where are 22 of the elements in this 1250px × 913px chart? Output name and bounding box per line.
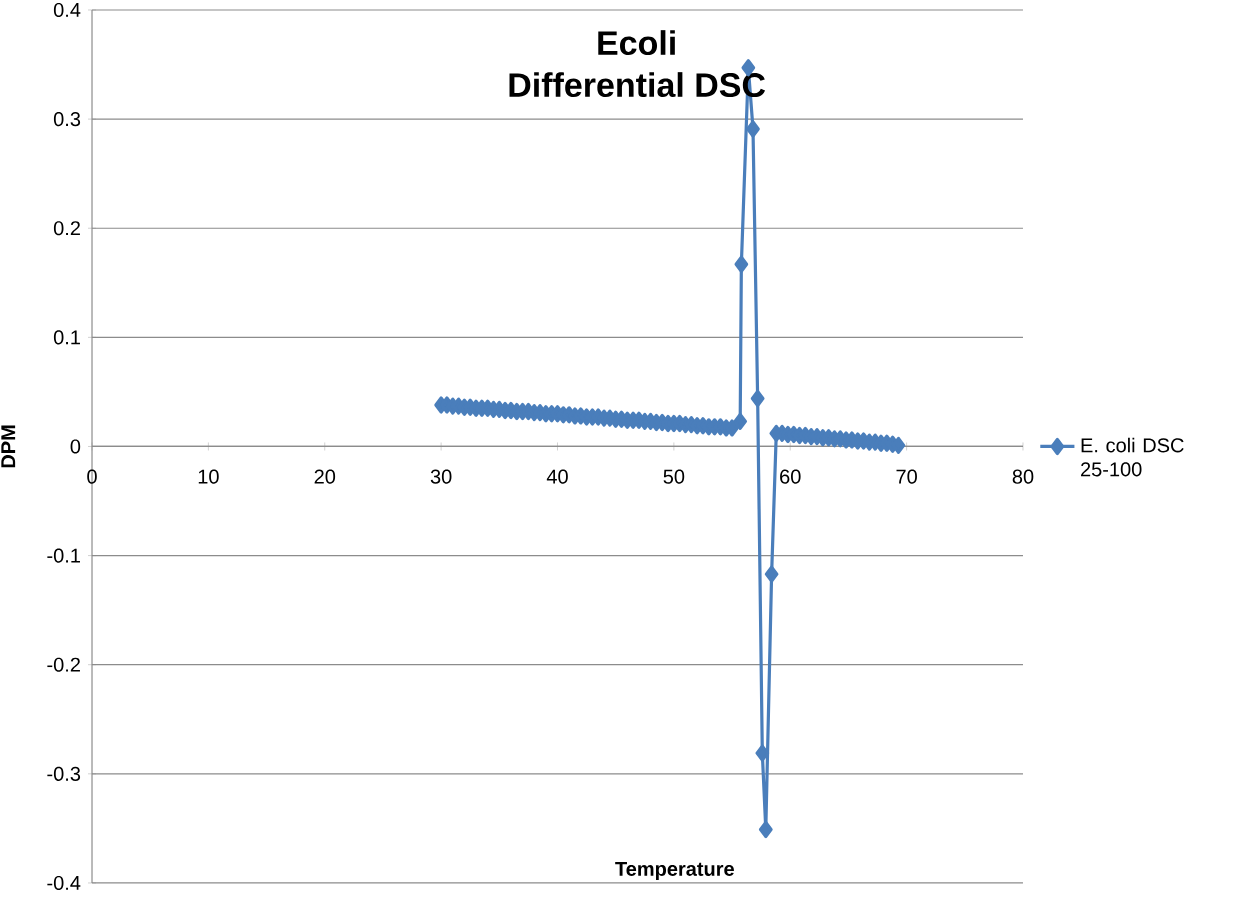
x-tick-label: 10 [198, 469, 219, 484]
x-tick-label: 20 [314, 469, 336, 484]
y-tick-label: 0 [70, 439, 81, 454]
y-tick-label: 0.2 [53, 221, 80, 236]
chart-title: Ecoli [598, 30, 675, 56]
y-tick-label: -0.4 [47, 875, 81, 891]
x-tick-label: 40 [546, 469, 568, 484]
y-axis-title: DPM [1, 425, 16, 468]
x-tick-label: 50 [663, 469, 685, 484]
x-tick-label: 0 [87, 469, 97, 484]
y-tick-label: 0.4 [53, 2, 81, 18]
x-tick-label: 30 [430, 469, 452, 484]
y-tick-label: -0.3 [47, 766, 81, 781]
y-tick-label: 0.3 [53, 112, 81, 127]
x-tick-label: 70 [896, 469, 917, 484]
y-tick-label: -0.1 [47, 548, 80, 563]
y-tick-label: -0.2 [47, 657, 80, 672]
x-axis-title: Temperature [615, 862, 734, 880]
x-tick-label: 60 [780, 469, 801, 484]
y-tick-label: 0.1 [53, 330, 80, 345]
legend-label: E. coli DSC 25-100 [1081, 437, 1184, 477]
x-tick-label: 80 [1012, 469, 1034, 484]
